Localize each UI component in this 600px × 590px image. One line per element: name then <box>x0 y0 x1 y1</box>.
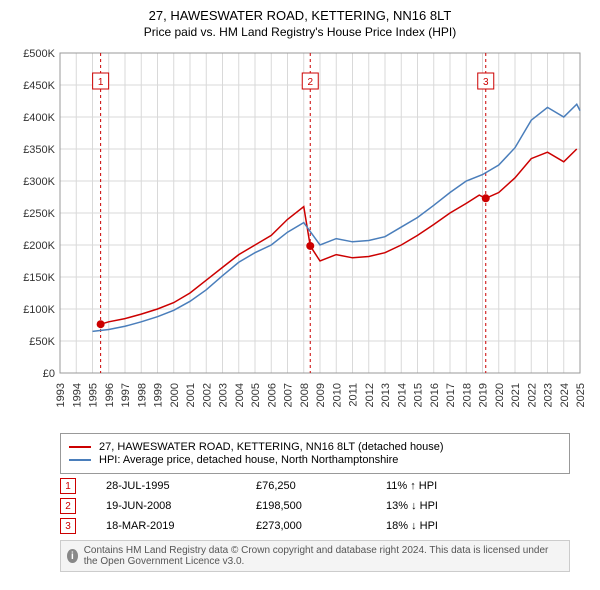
svg-text:2022: 2022 <box>526 383 538 407</box>
svg-text:2010: 2010 <box>331 383 343 407</box>
legend: 27, HAWESWATER ROAD, KETTERING, NN16 8LT… <box>60 433 570 474</box>
transaction-date: 28-JUL-1995 <box>106 480 226 492</box>
svg-text:2003: 2003 <box>218 383 230 407</box>
svg-text:2019: 2019 <box>478 383 490 407</box>
svg-text:£150K: £150K <box>23 272 55 284</box>
chart-svg: £0 £50K £100K £150K £200K £250K £300K £350K £400… <box>10 43 590 423</box>
svg-text:2014: 2014 <box>396 383 408 407</box>
transaction-row: 1 28-JUL-1995 £76,250 11% ↑ HPI <box>60 478 570 494</box>
svg-text:2007: 2007 <box>283 383 295 407</box>
svg-text:£450K: £450K <box>23 80 55 92</box>
transaction-row: 2 19-JUN-2008 £198,500 13% ↓ HPI <box>60 498 570 514</box>
svg-text:£250K: £250K <box>23 208 55 220</box>
svg-text:2009: 2009 <box>315 383 327 407</box>
svg-text:£400K: £400K <box>23 112 55 124</box>
svg-text:1995: 1995 <box>88 383 100 407</box>
transaction-hpi: 11% ↑ HPI <box>386 480 437 492</box>
svg-text:1997: 1997 <box>120 383 132 407</box>
svg-text:£300K: £300K <box>23 176 55 188</box>
svg-text:£100K: £100K <box>23 304 55 316</box>
chart-subtitle: Price paid vs. HM Land Registry's House … <box>0 23 600 43</box>
svg-text:2002: 2002 <box>201 383 213 407</box>
transaction-price: £273,000 <box>256 520 356 532</box>
legend-swatch <box>69 446 91 448</box>
legend-label: HPI: Average price, detached house, Nort… <box>99 454 398 466</box>
svg-text:2006: 2006 <box>266 383 278 407</box>
svg-text:2015: 2015 <box>413 383 425 407</box>
svg-text:1993: 1993 <box>55 383 67 407</box>
legend-label: 27, HAWESWATER ROAD, KETTERING, NN16 8LT… <box>99 441 444 453</box>
marker-badge: 1 <box>60 478 76 494</box>
svg-text:2000: 2000 <box>169 383 181 407</box>
transaction-price: £198,500 <box>256 500 356 512</box>
transaction-date: 19-JUN-2008 <box>106 500 226 512</box>
svg-text:2: 2 <box>307 77 313 88</box>
svg-text:2004: 2004 <box>234 383 246 407</box>
marker-badge: 3 <box>60 518 76 534</box>
transaction-hpi: 13% ↓ HPI <box>386 500 438 512</box>
svg-text:2008: 2008 <box>299 383 311 407</box>
svg-text:1999: 1999 <box>153 383 165 407</box>
chart-area: £0 £50K £100K £150K £200K £250K £300K £350K £400… <box>10 43 590 423</box>
svg-text:1994: 1994 <box>71 383 83 407</box>
svg-text:£0: £0 <box>43 368 55 380</box>
svg-text:£200K: £200K <box>23 240 55 252</box>
svg-text:2012: 2012 <box>364 383 376 407</box>
svg-text:£500K: £500K <box>23 48 55 60</box>
svg-text:1: 1 <box>98 77 104 88</box>
svg-text:2011: 2011 <box>348 383 360 407</box>
svg-text:£50K: £50K <box>29 336 55 348</box>
svg-text:2013: 2013 <box>380 383 392 407</box>
legend-item: HPI: Average price, detached house, Nort… <box>69 454 561 466</box>
svg-text:2005: 2005 <box>250 383 262 407</box>
transaction-hpi: 18% ↓ HPI <box>386 520 438 532</box>
legend-swatch <box>69 459 91 461</box>
svg-text:2020: 2020 <box>494 383 506 407</box>
svg-text:3: 3 <box>483 77 489 88</box>
chart-title: 27, HAWESWATER ROAD, KETTERING, NN16 8LT <box>0 0 600 23</box>
svg-text:2016: 2016 <box>429 383 441 407</box>
svg-text:1996: 1996 <box>104 383 116 407</box>
svg-text:2025: 2025 <box>575 383 587 407</box>
svg-text:1998: 1998 <box>136 383 148 407</box>
transaction-date: 18-MAR-2019 <box>106 520 226 532</box>
svg-text:£350K: £350K <box>23 144 55 156</box>
svg-text:2023: 2023 <box>543 383 555 407</box>
transaction-row: 3 18-MAR-2019 £273,000 18% ↓ HPI <box>60 518 570 534</box>
svg-text:2018: 2018 <box>461 383 473 407</box>
info-icon: i <box>67 549 78 563</box>
svg-text:2021: 2021 <box>510 383 522 407</box>
legend-item: 27, HAWESWATER ROAD, KETTERING, NN16 8LT… <box>69 441 561 453</box>
footer-note: i Contains HM Land Registry data © Crown… <box>60 540 570 572</box>
transaction-price: £76,250 <box>256 480 356 492</box>
marker-badge: 2 <box>60 498 76 514</box>
footer-text: Contains HM Land Registry data © Crown c… <box>84 545 563 567</box>
transaction-list: 1 28-JUL-1995 £76,250 11% ↑ HPI 2 19-JUN-2008… <box>0 478 600 534</box>
svg-text:2001: 2001 <box>185 383 197 407</box>
svg-text:2024: 2024 <box>559 383 571 407</box>
svg-text:2017: 2017 <box>445 383 457 407</box>
